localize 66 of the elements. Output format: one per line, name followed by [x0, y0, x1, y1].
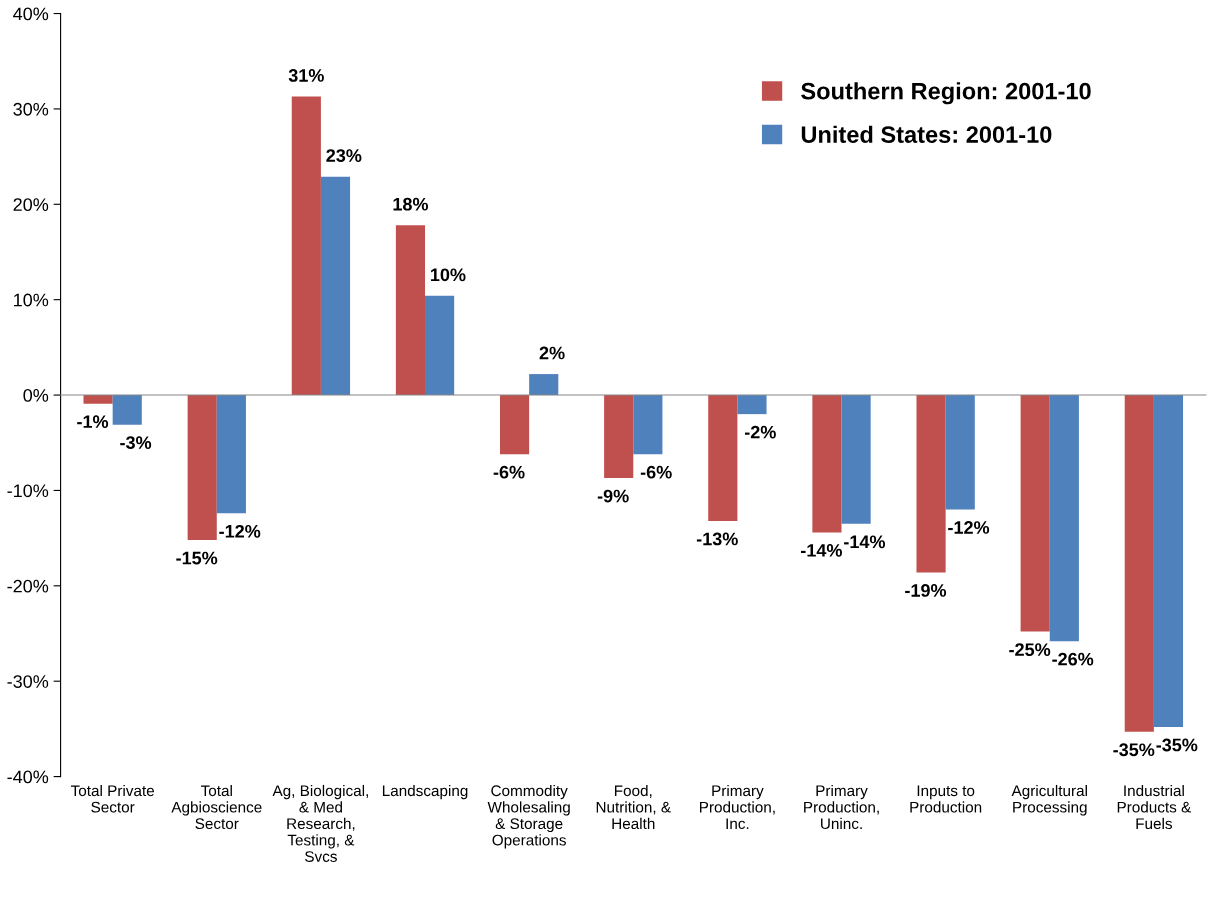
legend-label: United States: 2001-10	[801, 125, 1052, 143]
y-tick-label: -20%	[7, 579, 49, 593]
data-label: 10%	[431, 268, 466, 282]
bar	[83, 395, 113, 404]
bar	[708, 395, 738, 521]
data-label: -6%	[640, 465, 672, 479]
data-label: -9%	[597, 489, 629, 503]
data-label: -12%	[219, 524, 261, 538]
bar	[529, 374, 559, 396]
bar	[1153, 395, 1184, 727]
x-tick-label: Ag, Biological, & Med Research, Testing, & Svcs	[272, 784, 368, 862]
y-tick-label: 20%	[13, 198, 49, 212]
y-tick-label: 30%	[13, 102, 49, 116]
bar	[1020, 395, 1050, 632]
x-tick-label: Primary Production, Uninc.	[804, 784, 879, 830]
data-label: -26%	[1052, 652, 1094, 666]
data-label: -12%	[948, 521, 990, 534]
x-tick-label: Food, Nutrition, & Health	[596, 784, 671, 830]
bar	[395, 225, 426, 396]
legend-label: Southern Region: 2001-10	[801, 82, 1091, 105]
data-label: -6%	[493, 465, 525, 479]
x-tick-label: Inputs to Production	[910, 785, 982, 813]
bar	[945, 395, 975, 510]
data-label: -13%	[696, 532, 738, 546]
bar	[1124, 395, 1154, 732]
x-tick-label: Landscaping	[382, 784, 468, 800]
data-label: 31%	[288, 69, 324, 82]
bar	[916, 395, 946, 573]
data-label: -14%	[844, 535, 886, 549]
x-tick-label: Industrial Products & Fuels	[1117, 784, 1191, 830]
bar	[1049, 395, 1079, 642]
y-tick-label: 40%	[13, 7, 49, 21]
bar	[604, 395, 634, 479]
bar	[425, 295, 455, 396]
x-tick-label: Primary Production, Inc.	[700, 784, 775, 830]
y-tick-label: 10%	[14, 293, 49, 307]
x-tick-label: Total Agbioscience Sector	[171, 784, 262, 830]
y-tick-label: 0%	[23, 389, 49, 402]
data-label: -25%	[1009, 643, 1051, 656]
bar	[291, 96, 321, 396]
bar	[112, 395, 142, 425]
data-label: -3%	[120, 436, 152, 450]
data-label: 23%	[326, 149, 362, 162]
data-label: -1%	[77, 415, 109, 428]
bar	[841, 395, 871, 524]
x-tick-label: Commodity Wholesaling & Storage Operations	[487, 784, 570, 849]
data-label: -35%	[1113, 743, 1155, 757]
data-label: -35%	[1156, 738, 1198, 752]
y-tick-label: -30%	[7, 675, 49, 688]
data-label: -14%	[801, 544, 842, 557]
y-tick-label: -10%	[7, 484, 49, 498]
x-tick-label: Agricultural Processing	[1011, 784, 1087, 816]
bar	[633, 395, 663, 455]
y-tick-label: -40%	[7, 770, 49, 784]
data-label: 2%	[539, 346, 565, 360]
bar	[499, 395, 530, 455]
bar	[812, 395, 842, 533]
data-label: 18%	[393, 197, 429, 211]
data-label: -19%	[905, 584, 947, 597]
bar	[320, 176, 351, 396]
data-label: -2%	[744, 425, 776, 439]
data-label: -15%	[176, 551, 218, 565]
x-tick-label: Total Private Sector	[70, 784, 155, 813]
bar	[216, 395, 246, 514]
bar	[187, 395, 217, 541]
bar	[737, 395, 767, 415]
